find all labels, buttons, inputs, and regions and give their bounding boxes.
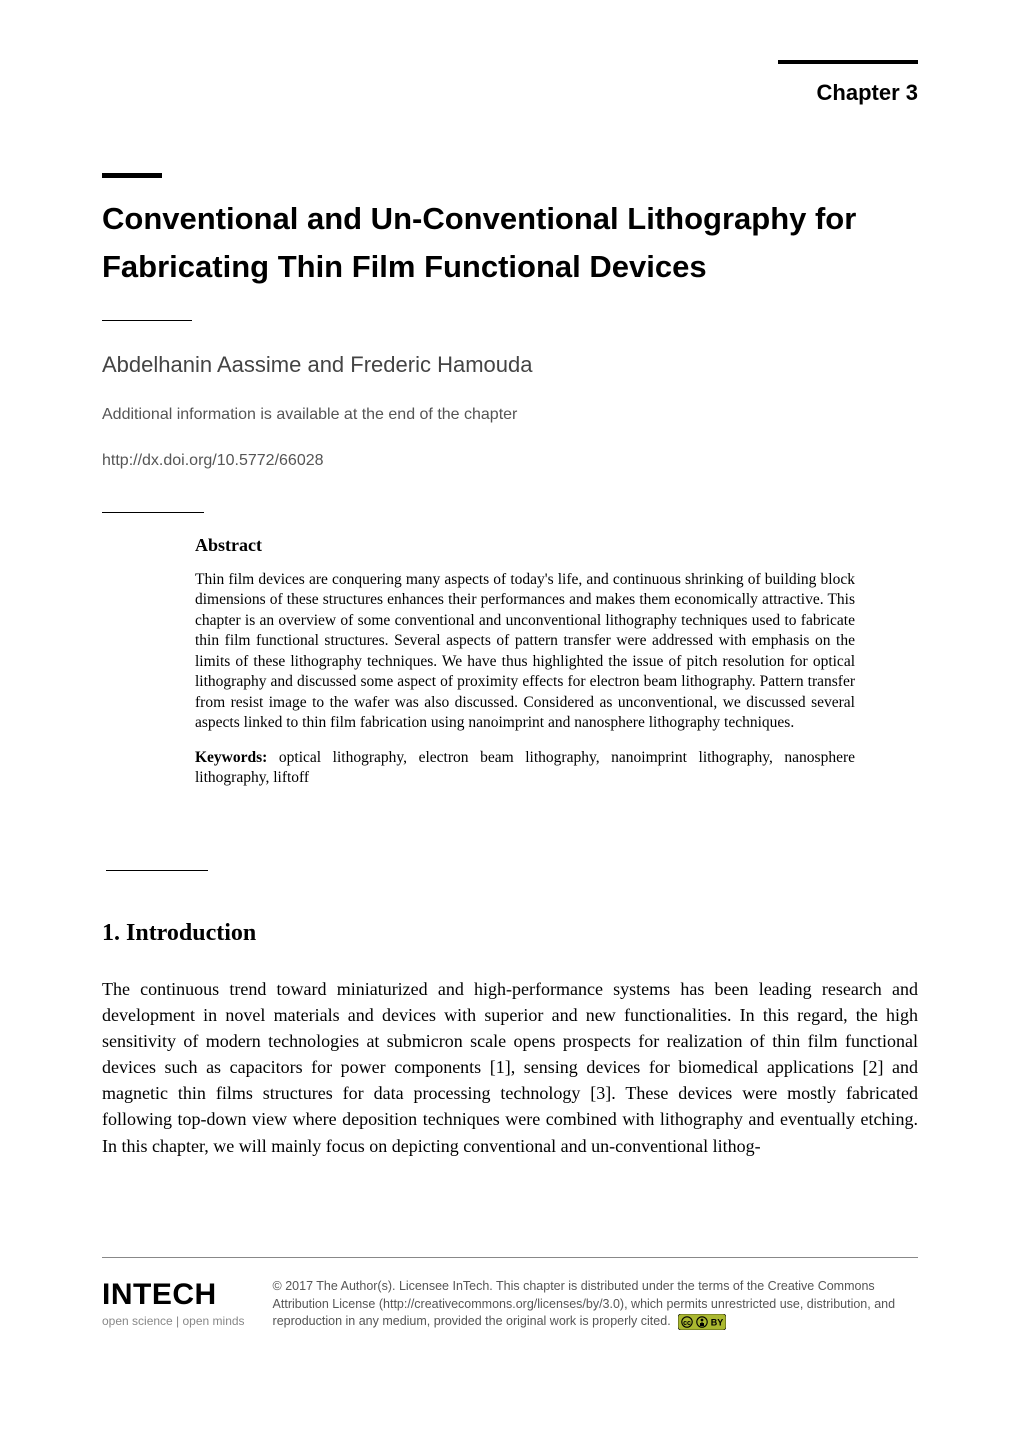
publisher-logo: INTECH (102, 1278, 217, 1312)
cc-by-badge-icon: cc BY (678, 1314, 726, 1330)
top-rule (778, 60, 918, 64)
keywords-label: Keywords: (195, 749, 267, 766)
authors: Abdelhanin Aassime and Frederic Hamouda (102, 352, 532, 378)
abstract-rule (102, 512, 204, 513)
keywords-text: optical lithography, electron beam litho… (195, 749, 855, 786)
section-1-body: The continuous trend toward miniaturized… (102, 976, 918, 1159)
svg-text:cc: cc (683, 1320, 691, 1327)
publisher-tagline: open science | open minds (102, 1314, 245, 1328)
chapter-label: Chapter 3 (817, 80, 918, 106)
abstract-heading: Abstract (195, 535, 855, 556)
license-body: © 2017 The Author(s). Licensee InTech. T… (273, 1279, 896, 1328)
footer-rule (102, 1257, 918, 1258)
section-1-heading: 1. Introduction (102, 920, 256, 947)
license-text: © 2017 The Author(s). Licensee InTech. T… (273, 1278, 918, 1331)
additional-info: Additional information is available at t… (102, 406, 517, 424)
svg-text:BY: BY (711, 1317, 724, 1327)
doi-link[interactable]: http://dx.doi.org/10.5772/66028 (102, 452, 324, 470)
abstract-body: Thin film devices are conquering many as… (195, 570, 855, 734)
abstract-block: Abstract Thin film devices are conquerin… (195, 535, 855, 789)
publisher-logo-block: INTECH open science | open minds (102, 1278, 245, 1328)
chapter-title: Conventional and Un-Conventional Lithogr… (102, 195, 918, 291)
title-rule (102, 173, 162, 178)
intro-rule (106, 870, 208, 871)
keywords: Keywords: optical lithography, electron … (195, 748, 855, 789)
footer: INTECH open science | open minds © 2017 … (102, 1278, 918, 1331)
authors-rule (102, 320, 192, 321)
